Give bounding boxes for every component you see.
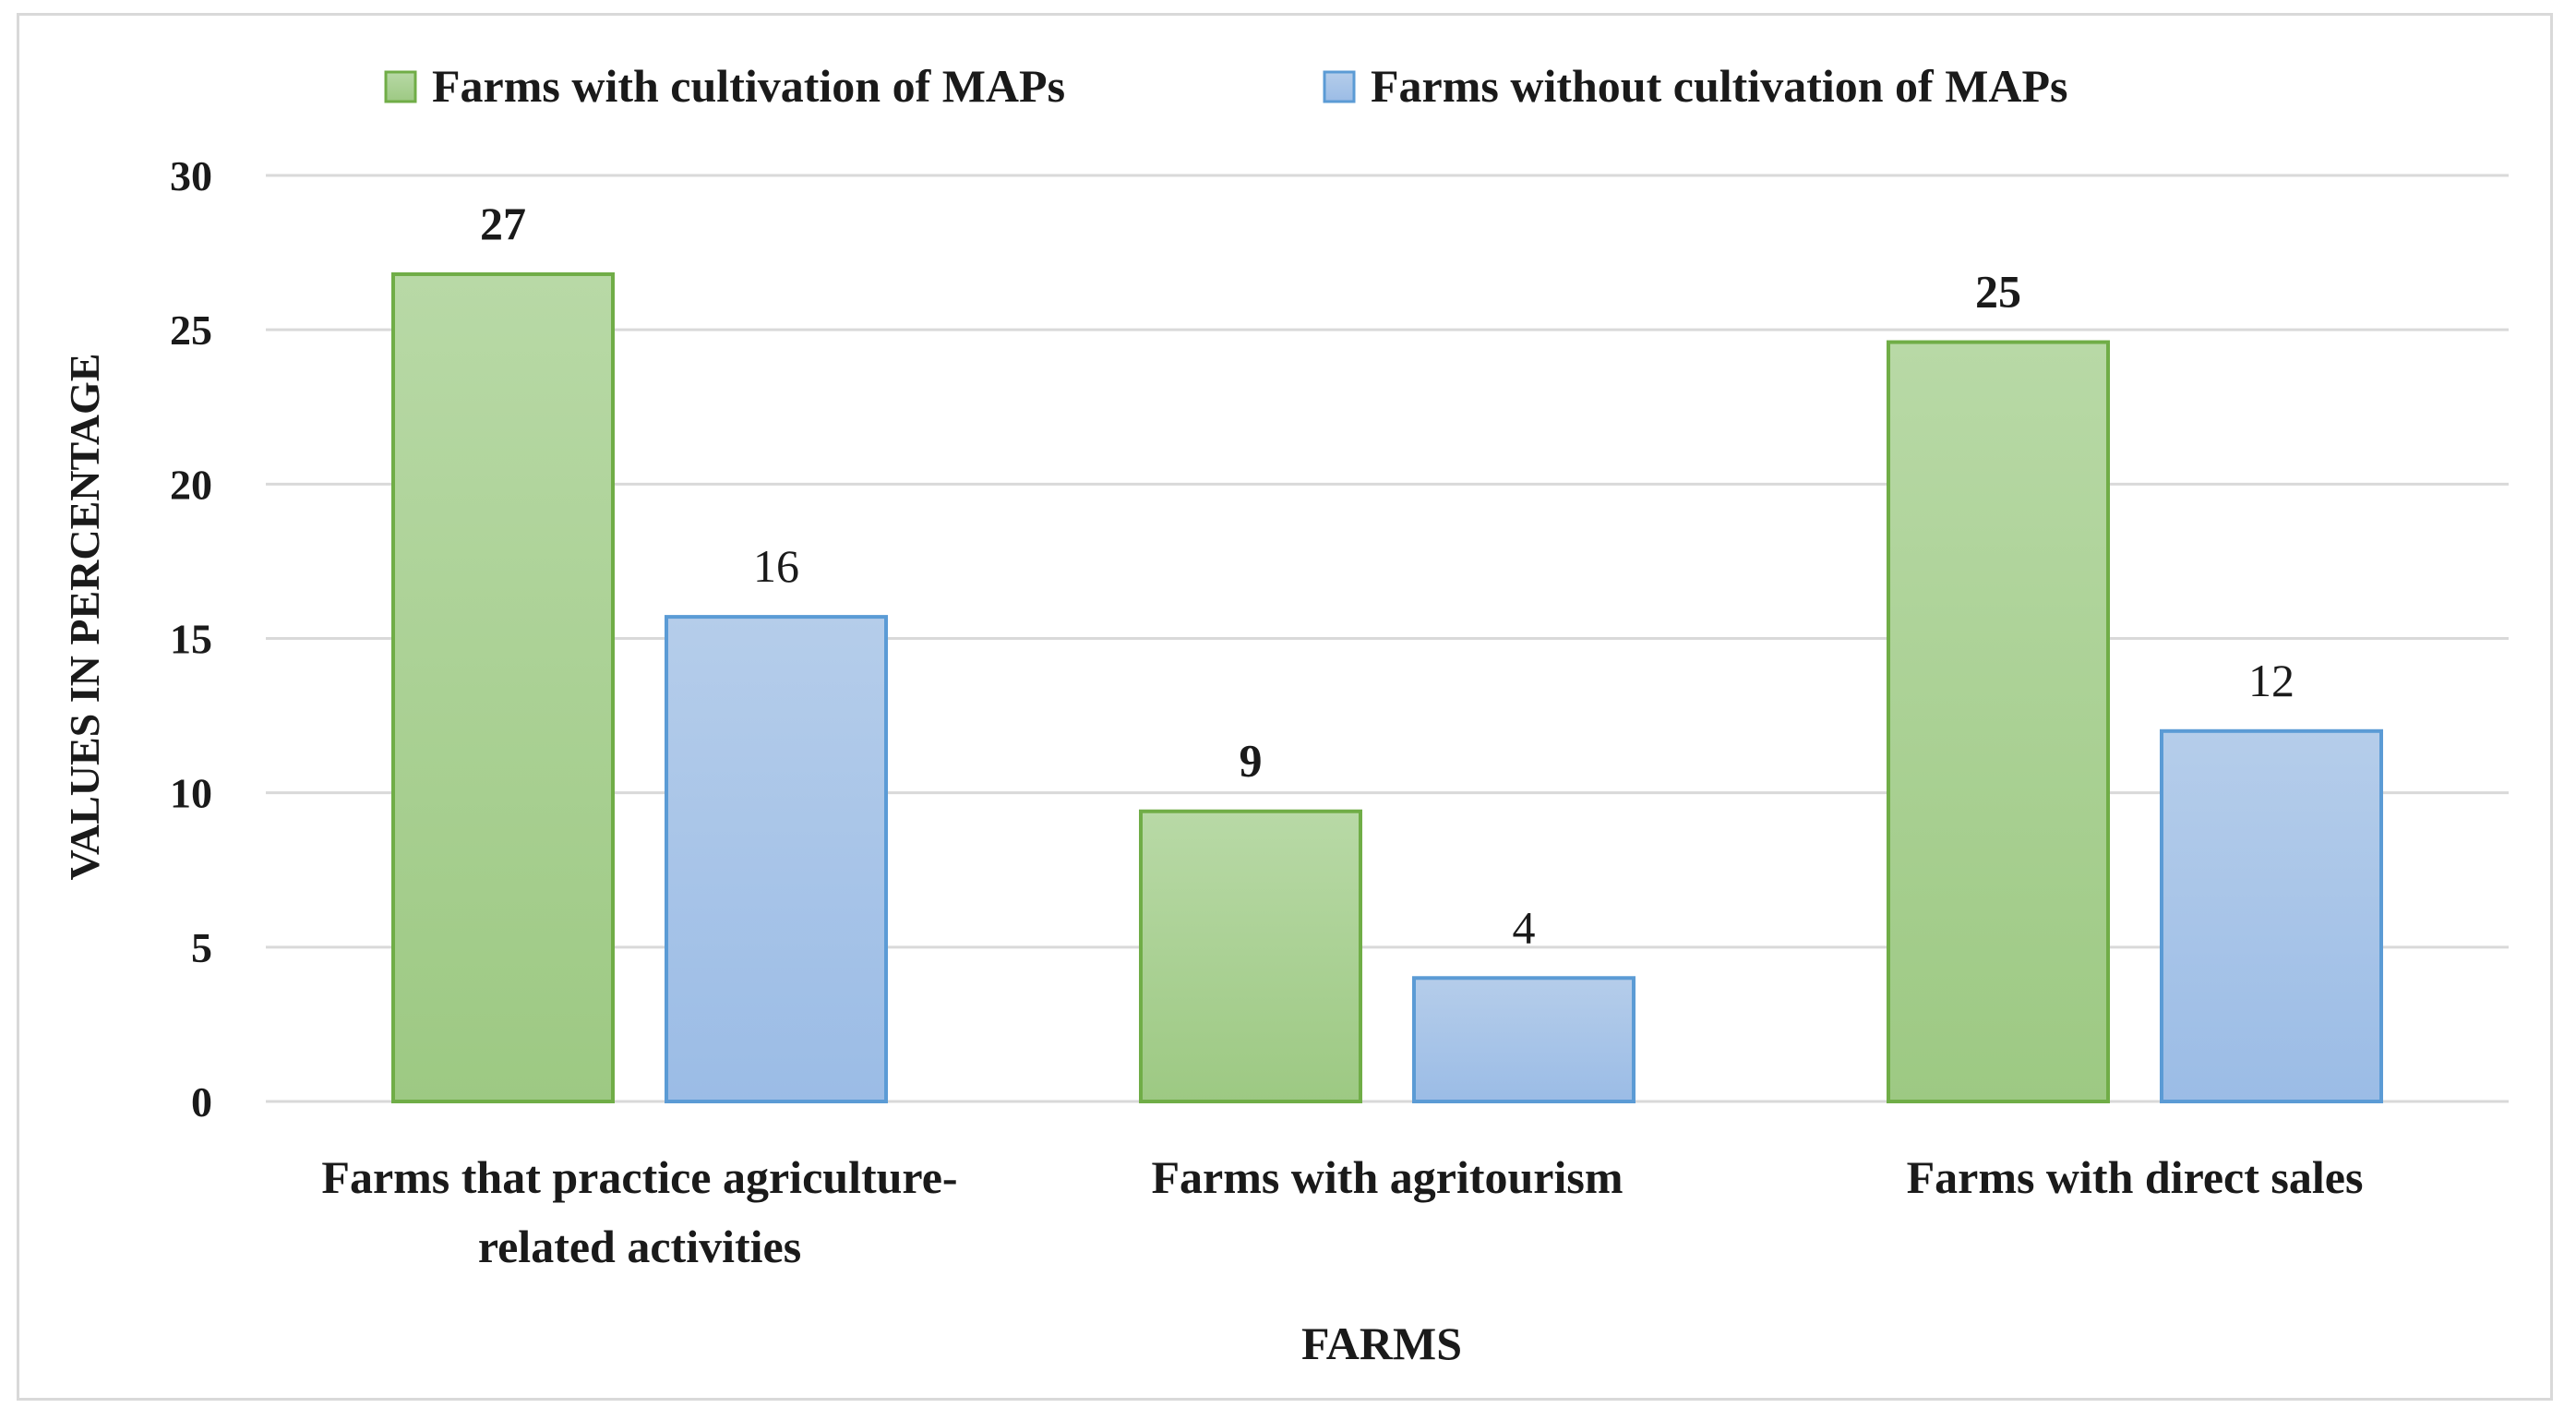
bar	[1887, 340, 2110, 1104]
y-tick-label: 0	[191, 1078, 212, 1125]
bar	[665, 615, 888, 1103]
legend-swatch	[384, 70, 417, 103]
x-tick-label: Farms with direct sales	[1907, 1151, 2364, 1203]
data-label: 25	[1975, 266, 2021, 318]
y-tick-label: 15	[170, 616, 212, 663]
x-tick-label: Farms that practice agriculture-	[321, 1151, 957, 1203]
y-axis-title: VALUES IN PERCENTAGE	[61, 354, 108, 881]
legend: Farms with cultivation of MAPs Farms with…	[384, 60, 2068, 112]
y-tick-label: 10	[170, 770, 212, 817]
y-tick-label: 20	[170, 461, 212, 508]
bar	[1412, 976, 1635, 1104]
y-tick-label: 30	[170, 152, 212, 199]
bar	[2160, 728, 2383, 1103]
data-label: 27	[480, 198, 526, 249]
legend-label: Farms with cultivation of MAPs	[432, 60, 1065, 112]
legend-swatch	[1323, 70, 1356, 103]
bar	[391, 271, 615, 1103]
data-label: 16	[753, 540, 799, 592]
data-label: 4	[1513, 901, 1536, 953]
y-tick-label: 5	[191, 924, 212, 971]
y-tick-label: 25	[170, 307, 212, 354]
y-axis-ticks: 0 5 10 15 20 25 30	[170, 152, 212, 1125]
x-tick-label: Farms with agritourism	[1151, 1151, 1623, 1203]
legend-label: Farms without cultivation of MAPs	[1371, 60, 2068, 112]
x-axis-ticks: Farms that practice agriculture-related …	[321, 1151, 2363, 1272]
bar	[1139, 809, 1362, 1104]
data-label: 9	[1240, 735, 1263, 787]
bars	[391, 271, 2383, 1104]
gridlines	[266, 174, 2509, 1103]
x-axis-title: FARMS	[1301, 1318, 1462, 1369]
data-labels: 27 16 9 4 25 12	[480, 198, 2294, 953]
data-label: 12	[2248, 655, 2294, 706]
x-tick-label: related activities	[478, 1221, 801, 1272]
